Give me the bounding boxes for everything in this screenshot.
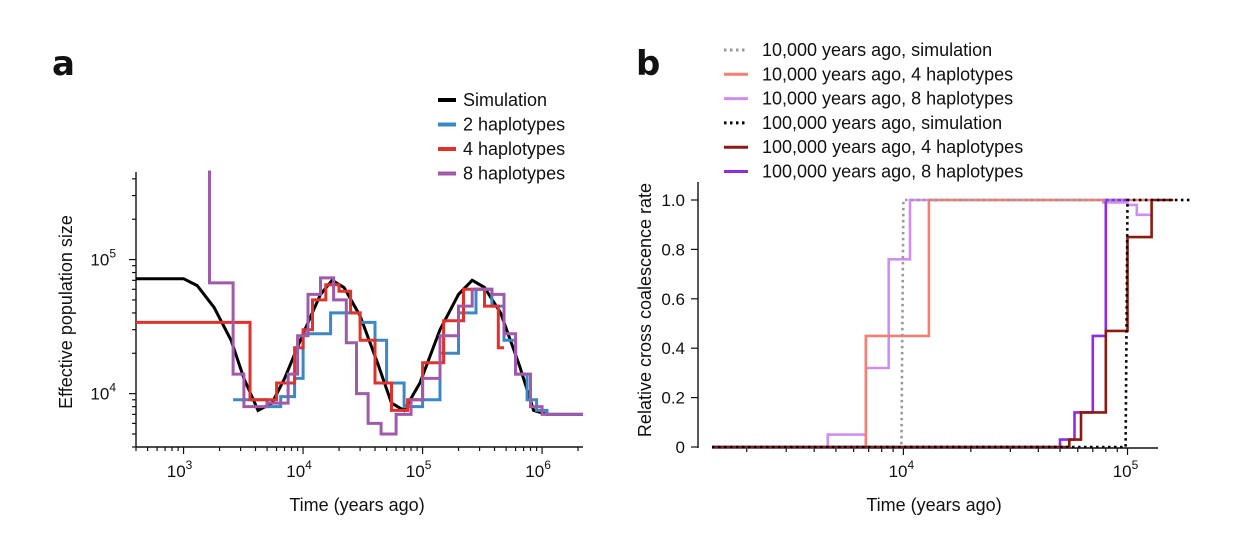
panel-b-legend-label: 10,000 years ago, 4 haplotypes (762, 64, 1013, 84)
panel-a-series-line-3 (136, 283, 504, 412)
panel-a-legend-label: Simulation (463, 90, 547, 110)
panel-a-y-tick-label: 105 (90, 247, 116, 270)
panel-a-chart: 103 104 105 106 104 105 Simulation 2 haplotypes… (90, 90, 583, 481)
panel-b-x-axis-label: Time (years ago) (866, 495, 1001, 515)
panel-b-legend-label: 10,000 years ago, simulation (762, 40, 992, 60)
panel-a-series-line-4 (208, 170, 583, 436)
panel-a-x-tick-label: 106 (525, 458, 551, 481)
panel-a-label: a (52, 44, 75, 84)
panel-b-y-tick-label: 0.2 (661, 389, 685, 408)
panel-b-y-tick-label: 0.4 (661, 339, 685, 358)
panel-a-legend-label: 4 haplotypes (463, 139, 565, 159)
panel-a-x-axis-label: Time (years ago) (289, 495, 424, 515)
panel-a-legend-label: 8 haplotypes (463, 164, 565, 184)
panel-b-series-line-6 (712, 198, 1128, 449)
panel-b-legend-label: 100,000 years ago, 4 haplotypes (762, 137, 1023, 157)
panel-b-chart: 0 0.2 0.4 0.6 0.8 1.0 104 105 10,000 years ago, … (661, 40, 1190, 481)
panel-b-y-tick-label: 1.0 (661, 191, 685, 210)
panel-a-legend-label: 2 haplotypes (463, 115, 565, 135)
panel-b-series-line-2 (712, 198, 1152, 449)
panel-b-series-line-1 (712, 198, 1190, 449)
panel-a-x-tick-label: 103 (167, 458, 193, 481)
panel-b-y-tick-label: 0.6 (661, 290, 685, 309)
panel-a-x-tick-label: 104 (286, 458, 312, 481)
panel-b-legend-label: 10,000 years ago, 8 haplotypes (762, 89, 1013, 109)
panel-b-legend-label: 100,000 years ago, 8 haplotypes (762, 162, 1023, 182)
panel-a-x-tick-label: 105 (406, 458, 432, 481)
panel-b-x-tick-label: 105 (1113, 458, 1139, 481)
panel-a-y-axis-label: Effective population size (56, 215, 76, 409)
panel-b-series-line-4 (712, 198, 1190, 449)
panel-b-y-axis-label: Relative cross coalescence rate (635, 183, 655, 437)
panel-b-x-tick-label: 104 (889, 458, 915, 481)
panel-b-series-line-5 (712, 198, 1174, 449)
panel-b-series-line-3 (712, 198, 1152, 449)
panel-a-y-tick-label: 104 (90, 381, 116, 404)
panel-b-y-tick-label: 0.8 (661, 240, 685, 259)
panel-b-y-tick-label: 0 (676, 438, 685, 457)
panel-b-legend-label: 100,000 years ago, simulation (762, 113, 1002, 133)
panel-b-label: b (636, 44, 660, 84)
